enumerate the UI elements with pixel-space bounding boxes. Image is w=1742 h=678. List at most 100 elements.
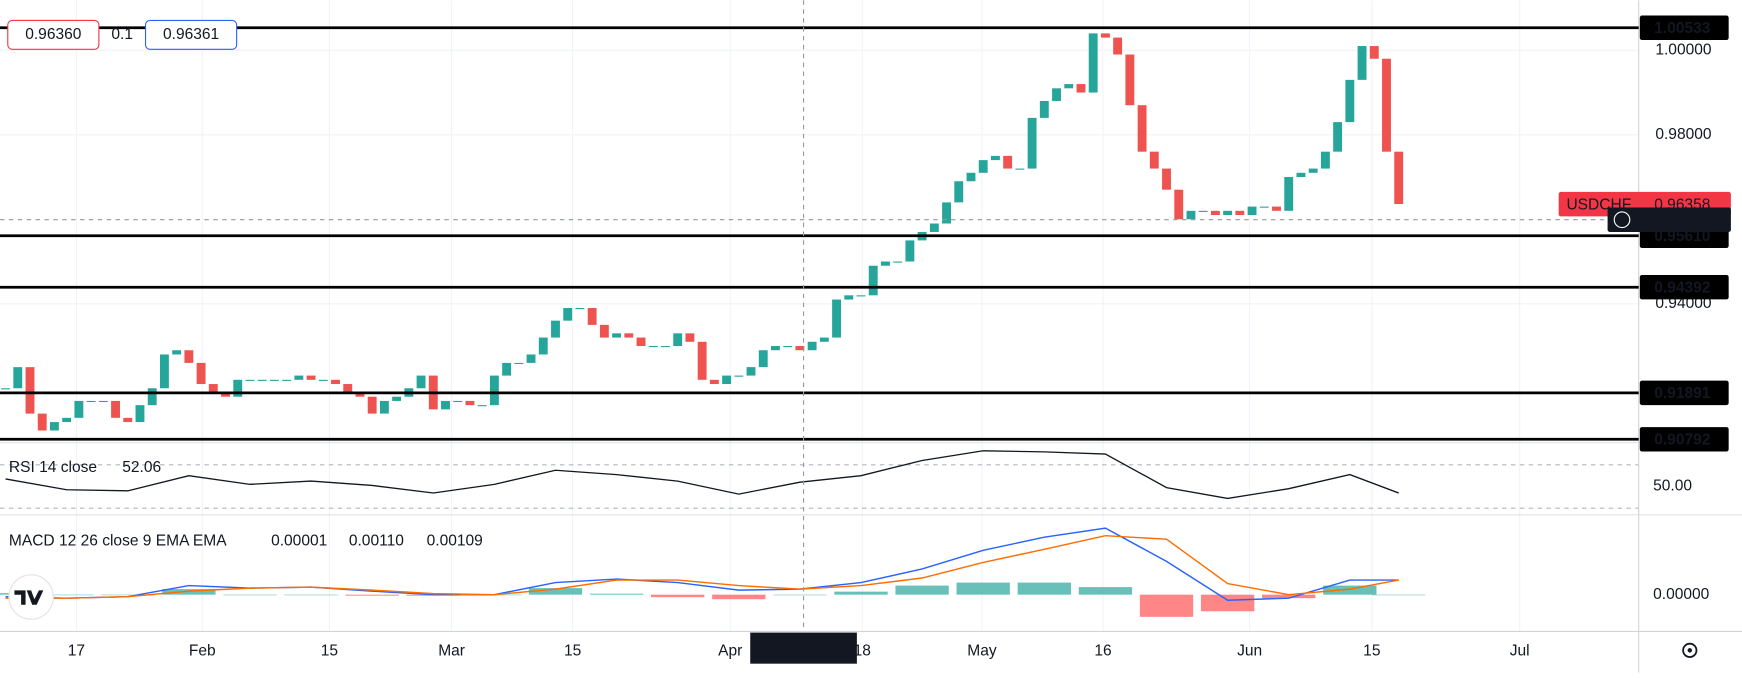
- candle: [282, 379, 292, 381]
- plot: [0, 33, 1426, 617]
- indicator-title: RSI 14 close: [9, 459, 97, 476]
- candle: [587, 307, 597, 325]
- candle: [1100, 33, 1110, 38]
- candle: [1174, 189, 1184, 220]
- candle: [269, 379, 279, 381]
- candle: [465, 400, 475, 406]
- level-label: 0.91891: [1654, 385, 1711, 402]
- macd-line: [5, 527, 1399, 601]
- x-tick-label: 16: [1094, 643, 1111, 660]
- candle: [1320, 151, 1330, 169]
- candle: [636, 337, 646, 347]
- candle: [697, 341, 707, 380]
- histogram-bar: [651, 594, 705, 598]
- candle: [966, 172, 976, 182]
- y-tick-label: 0.00000: [1653, 586, 1710, 603]
- candle: [221, 392, 230, 397]
- macd-line: [5, 534, 1399, 599]
- candle: [673, 333, 683, 347]
- candle: [257, 379, 267, 381]
- candle: [441, 400, 450, 410]
- candle: [1039, 100, 1049, 118]
- histogram-bar: [528, 588, 583, 595]
- candle: [1076, 84, 1086, 93]
- candle: [318, 379, 328, 381]
- x-tick-label: Apr: [718, 643, 742, 660]
- histogram-bar: [1323, 585, 1377, 595]
- histogram-value: 0.00001: [271, 533, 327, 550]
- candle: [502, 362, 512, 376]
- level-label: 0.90792: [1654, 432, 1711, 449]
- candle: [208, 384, 218, 393]
- candle: [1357, 46, 1367, 80]
- candle: [1186, 210, 1196, 220]
- candle: [1308, 168, 1318, 173]
- candle: [1394, 151, 1404, 205]
- candle: [599, 324, 609, 338]
- candle: [1088, 33, 1098, 93]
- candle: [819, 337, 829, 342]
- ask-box: [144, 19, 238, 50]
- x-tick-label: Feb: [189, 643, 216, 660]
- candle: [159, 354, 169, 389]
- candle: [1210, 210, 1220, 216]
- candle: [1296, 172, 1306, 178]
- bid-label: 0.96360: [25, 26, 82, 43]
- candle: [1003, 155, 1013, 169]
- candle: [37, 413, 47, 431]
- candle: [416, 375, 426, 389]
- histogram-bar: [1139, 594, 1194, 617]
- ask-label: 0.96361: [163, 26, 219, 43]
- crosshair-x-box: [750, 632, 857, 664]
- y-tick-label: 50.00: [1653, 478, 1692, 495]
- candle: [661, 346, 670, 348]
- level-label-box: [1639, 380, 1729, 406]
- histogram-bar: [834, 591, 888, 595]
- candle: [233, 379, 243, 397]
- level-label-box: [1639, 427, 1729, 452]
- candle: [844, 295, 854, 300]
- candle: [856, 295, 866, 297]
- histogram-bar: [1372, 594, 1426, 596]
- crosshair-y-box: [1607, 207, 1731, 232]
- candle: [453, 400, 463, 403]
- candle: [1027, 117, 1037, 169]
- candle: [196, 362, 206, 385]
- candle: [1223, 210, 1233, 216]
- histogram-bar: [895, 585, 949, 595]
- crosshair-x-label: 11 Apr '22: [769, 640, 837, 657]
- candle: [734, 375, 744, 377]
- candle: [392, 396, 402, 401]
- candle: [526, 354, 536, 363]
- candle: [832, 299, 842, 338]
- candle: [1284, 177, 1294, 211]
- candle: [563, 307, 573, 321]
- candle: [379, 400, 389, 414]
- level-label-box: [1639, 15, 1729, 40]
- candle: [1198, 210, 1208, 212]
- candle: [343, 384, 353, 393]
- histogram-bar: [162, 589, 216, 595]
- indicator-value: 52.06: [122, 459, 161, 476]
- candle: [685, 333, 695, 342]
- candle: [551, 320, 560, 338]
- histogram-bar: [1262, 594, 1316, 599]
- x-tick-label: 18: [854, 643, 871, 660]
- candle: [123, 417, 133, 423]
- candle: [245, 379, 255, 381]
- x-tick-label: May: [967, 643, 997, 660]
- candle: [1015, 168, 1025, 170]
- candle: [758, 350, 768, 368]
- candle: [184, 350, 194, 363]
- candle: [538, 337, 548, 355]
- candle: [111, 400, 120, 418]
- spread-label: 0.1: [111, 26, 133, 43]
- candle: [795, 346, 805, 351]
- settings-icon[interactable]: [1682, 642, 1698, 658]
- candle: [722, 375, 732, 385]
- candle: [172, 350, 182, 355]
- macd-value: 0.00110: [349, 533, 404, 550]
- candle: [880, 261, 890, 266]
